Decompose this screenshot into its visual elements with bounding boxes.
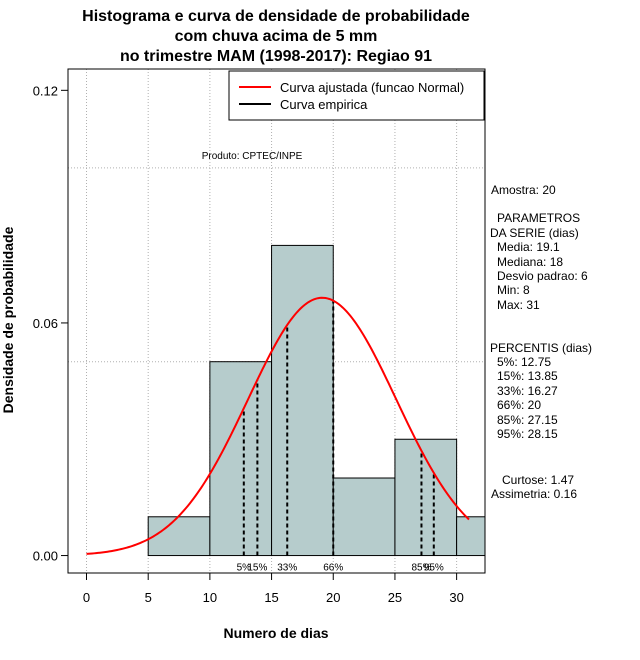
legend-label-fitted: Curva ajustada (funcao Normal) <box>280 80 464 95</box>
x-tick-label-0: 0 <box>83 590 90 605</box>
percentiles-heading: PERCENTIS (dias) <box>490 341 592 355</box>
percentile-85: 85%: 27.15 <box>497 413 558 427</box>
stat-kurtosis: Curtose: 1.47 <box>502 473 574 487</box>
stat-std-dev: Desvio padrao: 6 <box>497 269 588 283</box>
percentile-33: 33%: 16.27 <box>497 384 558 398</box>
fitted-normal-curve <box>86 296 470 555</box>
histogram-bar-4 <box>394 438 458 557</box>
chart-title-line-1: Histograma e curva de densidade de proba… <box>82 8 470 25</box>
histogram-bars <box>147 244 486 557</box>
stat-max: Max: 31 <box>497 298 540 312</box>
y-tick-label-0: 0.00 <box>33 549 58 564</box>
stat-median: Mediana: 18 <box>497 255 563 269</box>
x-tick-label-4: 20 <box>326 590 340 605</box>
params-heading: PARAMETROS <box>497 211 580 225</box>
percentile-5: 5%: 12.75 <box>497 355 551 369</box>
legend-label-empirical: Curva empirica <box>280 97 368 112</box>
x-tick-label-5: 25 <box>388 590 402 605</box>
histogram-bar-3 <box>332 477 396 557</box>
chart-title-line-3: no trimestre MAM (1998-2017): Regiao 91 <box>120 48 432 65</box>
x-tick-label-3: 15 <box>264 590 278 605</box>
credit-text: Produto: CPTEC/INPE <box>202 151 303 162</box>
percentile-lines: 5%15% 33% 66% 85%95% <box>237 300 444 574</box>
params-subheading: DA SERIE (dias) <box>490 226 579 240</box>
x-axis: 0 5 10 15 20 25 30 <box>83 572 464 605</box>
stat-skewness: Assimetria: 0.16 <box>491 487 577 501</box>
x-tick-label-1: 5 <box>145 590 152 605</box>
chart-title-line-2: com chuva acima de 5 mm <box>175 28 378 45</box>
percentile-label-95%: 95% <box>424 563 444 574</box>
y-tick-label-1: 0.06 <box>33 316 58 331</box>
histogram-bar-2 <box>271 244 334 557</box>
histogram-bar-5 <box>456 516 486 557</box>
percentile-label-66%: 66% <box>323 563 343 574</box>
x-axis-title: Numero de dias <box>223 625 328 641</box>
legend: Curva ajustada (funcao Normal) Curva emp… <box>228 70 485 121</box>
stat-min: Min: 8 <box>497 283 530 297</box>
histogram-bar-0 <box>147 516 211 557</box>
y-axis: 0.00 0.06 0.12 <box>33 83 69 564</box>
sample-size: Amostra: 20 <box>491 183 556 197</box>
x-tick-label-2: 10 <box>203 590 217 605</box>
percentile-label-5%: 5% <box>237 563 252 574</box>
percentile-15: 15%: 13.85 <box>497 369 558 383</box>
stat-mean: Media: 19.1 <box>497 240 560 254</box>
percentile-label-85%: 85% <box>411 563 431 574</box>
percentile-66: 66%: 20 <box>497 398 541 412</box>
y-axis-title: Densidade de probabilidade <box>0 226 16 413</box>
y-tick-label-2: 0.12 <box>33 83 58 98</box>
percentile-95: 95%: 28.15 <box>497 427 558 441</box>
statistics-panel: Amostra: 20 PARAMETROS DA SERIE (dias) M… <box>490 183 592 501</box>
percentile-label-33%: 33% <box>277 563 297 574</box>
legend-box <box>228 70 485 121</box>
x-tick-label-6: 30 <box>449 590 463 605</box>
percentile-label-15%: 15% <box>247 563 267 574</box>
